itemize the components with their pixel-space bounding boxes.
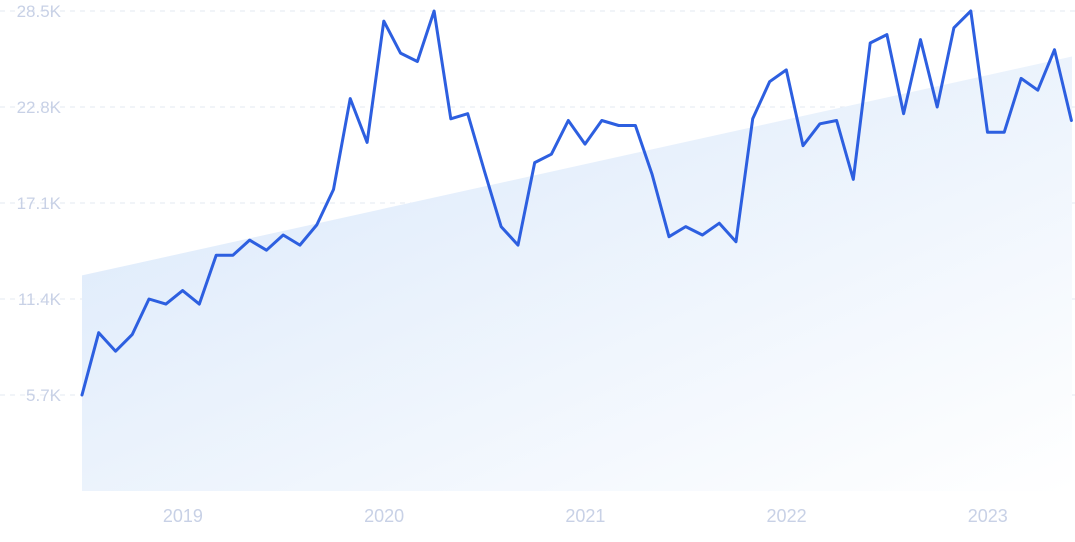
y-tick-label: 22.8K	[17, 98, 62, 117]
x-tick-label: 2019	[163, 506, 203, 526]
series-line-layer	[80, 9, 1073, 397]
y-tick-label: 28.5K	[17, 2, 62, 21]
y-tick-label: 11.4K	[18, 290, 62, 309]
x-tick-label: 2023	[968, 506, 1008, 526]
x-tick-label: 2022	[767, 506, 807, 526]
y-tick-label: 17.1K	[17, 194, 62, 213]
x-tick-label: 2020	[364, 506, 404, 526]
trend-area-layer	[82, 56, 1072, 491]
y-axis-tick-labels: 5.7K 11.4K 17.1K 22.8K 28.5K	[17, 2, 62, 405]
x-axis-tick-labels: 2019 2020 2021 2022 2023	[163, 506, 1008, 526]
series-line	[80, 9, 1073, 397]
trend-area	[82, 56, 1072, 491]
y-tick-label: 5.7K	[26, 386, 62, 405]
x-tick-label: 2021	[565, 506, 605, 526]
